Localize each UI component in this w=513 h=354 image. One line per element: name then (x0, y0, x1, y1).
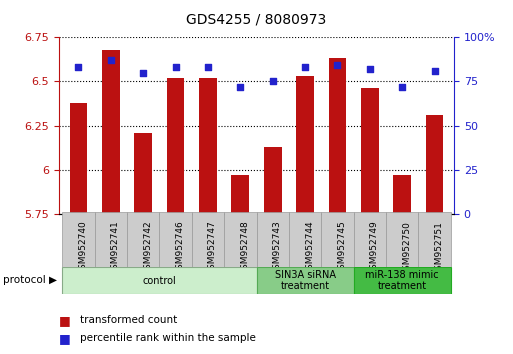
Text: GDS4255 / 8080973: GDS4255 / 8080973 (186, 12, 327, 27)
Bar (393, 175, 411, 214)
FancyBboxPatch shape (256, 212, 289, 267)
Text: GSM952748: GSM952748 (240, 221, 249, 275)
Text: GSM952745: GSM952745 (338, 221, 346, 275)
Point (139, 70, 147, 75)
Text: transformed count: transformed count (80, 315, 177, 325)
Point (398, 84, 406, 90)
Text: GSM952749: GSM952749 (370, 221, 379, 275)
FancyBboxPatch shape (94, 212, 127, 267)
FancyBboxPatch shape (62, 212, 94, 267)
Text: ■: ■ (59, 314, 71, 327)
Text: GSM952743: GSM952743 (273, 221, 282, 275)
Bar (102, 50, 120, 214)
Point (74, 64, 83, 70)
Text: GSM952746: GSM952746 (175, 221, 185, 275)
Bar (296, 76, 314, 214)
Point (171, 64, 180, 70)
Text: SIN3A siRNA
treatment: SIN3A siRNA treatment (274, 270, 336, 291)
Text: GSM952751: GSM952751 (435, 221, 444, 275)
FancyBboxPatch shape (192, 212, 224, 267)
FancyBboxPatch shape (62, 267, 256, 294)
FancyBboxPatch shape (353, 267, 451, 294)
Bar (231, 175, 249, 214)
Point (269, 79, 277, 84)
Text: GSM952740: GSM952740 (78, 221, 87, 275)
Bar (264, 147, 282, 214)
Bar (167, 78, 185, 214)
Bar (134, 133, 152, 214)
Bar (328, 58, 346, 214)
Bar (426, 115, 443, 214)
FancyBboxPatch shape (289, 212, 321, 267)
Point (366, 66, 374, 72)
Text: GSM952741: GSM952741 (111, 221, 120, 275)
Bar (199, 78, 217, 214)
Text: GSM952744: GSM952744 (305, 221, 314, 275)
Bar (70, 103, 87, 214)
FancyBboxPatch shape (160, 212, 192, 267)
FancyBboxPatch shape (127, 212, 160, 267)
FancyBboxPatch shape (321, 212, 353, 267)
Text: protocol ▶: protocol ▶ (3, 275, 56, 285)
Point (333, 63, 342, 68)
FancyBboxPatch shape (256, 267, 353, 294)
FancyBboxPatch shape (419, 212, 451, 267)
FancyBboxPatch shape (224, 212, 256, 267)
Point (236, 84, 244, 90)
Text: GSM952750: GSM952750 (402, 221, 411, 275)
Point (204, 64, 212, 70)
Point (107, 57, 115, 63)
Bar (361, 88, 379, 214)
FancyBboxPatch shape (353, 212, 386, 267)
Text: GSM952747: GSM952747 (208, 221, 217, 275)
Text: ■: ■ (59, 332, 71, 344)
Text: GSM952742: GSM952742 (143, 221, 152, 275)
FancyBboxPatch shape (386, 212, 419, 267)
Text: percentile rank within the sample: percentile rank within the sample (80, 333, 255, 343)
Point (430, 68, 439, 74)
Text: control: control (143, 275, 176, 286)
Text: miR-138 mimic
treatment: miR-138 mimic treatment (365, 270, 439, 291)
Point (301, 64, 309, 70)
